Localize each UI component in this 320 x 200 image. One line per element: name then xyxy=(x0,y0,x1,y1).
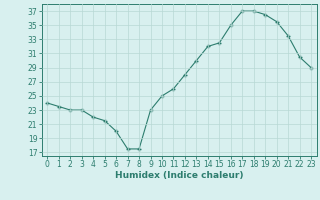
X-axis label: Humidex (Indice chaleur): Humidex (Indice chaleur) xyxy=(115,171,244,180)
